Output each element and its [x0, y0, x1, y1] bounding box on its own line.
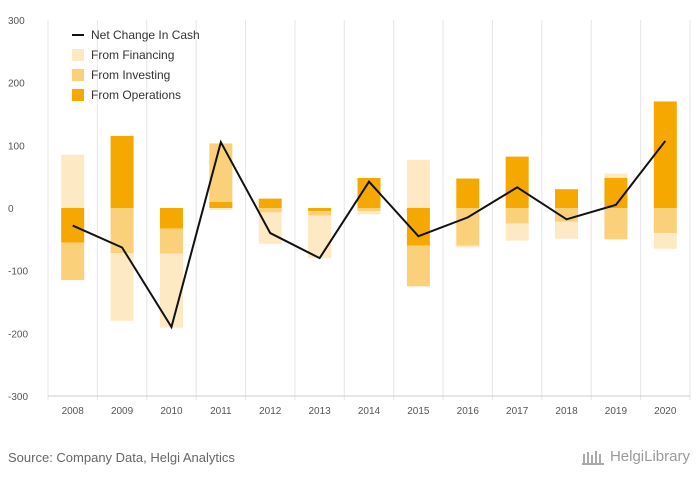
legend-swatch [72, 89, 84, 101]
x-tick-label: 2011 [210, 406, 232, 417]
x-tick-label: 2010 [160, 406, 183, 417]
bar-segment [505, 208, 529, 224]
bar-segment [456, 208, 480, 246]
bar-segment [159, 228, 183, 254]
bar-segment [159, 253, 183, 328]
bar-segment [653, 208, 677, 234]
bar-segment [505, 156, 529, 208]
bar-segment [653, 233, 677, 249]
x-tick-label: 2008 [62, 406, 85, 417]
x-tick-label: 2017 [506, 406, 529, 417]
bar-segment [406, 245, 430, 287]
bar-segment [110, 208, 134, 254]
bar-segment [159, 208, 183, 229]
y-tick-label: 0 [8, 204, 14, 215]
y-tick-label: -300 [8, 392, 28, 403]
legend-swatch [72, 69, 84, 81]
bar-segment [258, 198, 282, 208]
bar-segment [505, 223, 529, 241]
bar-segment [209, 143, 233, 202]
y-tick-label: -200 [8, 329, 28, 340]
y-tick-label: 100 [8, 141, 25, 152]
bar-segment [357, 211, 381, 215]
x-tick-label: 2015 [407, 406, 430, 417]
bar-segment [110, 135, 134, 208]
bar-segment [61, 154, 85, 208]
y-tick-label: -100 [8, 267, 28, 278]
legend-label: From Operations [91, 88, 181, 102]
bar-segment [209, 208, 233, 210]
bar-segment [604, 173, 628, 178]
x-tick-label: 2018 [555, 406, 578, 417]
legend: Net Change In Cash From Financing From Inv… [72, 28, 200, 102]
y-tick-label: 300 [8, 16, 25, 27]
x-tick-label: 2013 [308, 406, 331, 417]
bar-segment [604, 208, 628, 240]
bar-segment [308, 215, 332, 259]
bar-segment [653, 101, 677, 208]
x-tick-label: 2019 [605, 406, 628, 417]
bar-segment [61, 242, 85, 281]
y-tick-label: 200 [8, 79, 25, 90]
bar-segment [357, 177, 381, 208]
x-tick-label: 2009 [111, 406, 134, 417]
x-tick-label: 2012 [259, 406, 282, 417]
x-tick-label: 2016 [457, 406, 480, 417]
bar-segment [110, 253, 134, 321]
brand-name: HelgiLibrary [609, 448, 690, 465]
bar-segment [555, 221, 579, 239]
bar-segment [456, 245, 480, 248]
bar-segment [406, 208, 430, 246]
bar-segment [209, 201, 233, 208]
x-tick-label: 2014 [358, 406, 381, 417]
library-logo-icon [581, 450, 604, 465]
x-tick-label: 2020 [654, 406, 677, 417]
net-change-line [72, 139, 667, 330]
bar-segment [61, 208, 85, 243]
bar-segment [406, 159, 430, 208]
source-caption: Source: Company Data, Helgi Analytics [8, 450, 235, 465]
legend-label: From Investing [91, 68, 170, 82]
axis-layer: -300 -200 -100 0 100 200 300 2008 2009 2010 2011 20… [8, 16, 690, 417]
legend-label: From Financing [91, 48, 174, 62]
bar-segment [357, 208, 381, 212]
bar-segment [456, 178, 480, 208]
legend-label: Net Change In Cash [91, 28, 200, 42]
bar-segment [258, 208, 282, 213]
bar-segment [308, 208, 332, 212]
net-change-line-layer [72, 139, 667, 330]
legend-swatch [72, 49, 84, 61]
grid-layer [47, 20, 691, 400]
bar-segment [308, 211, 332, 216]
bar-segment [604, 177, 628, 208]
bar-segment [555, 189, 579, 208]
brand-logo: HelgiLibrary [581, 448, 690, 465]
